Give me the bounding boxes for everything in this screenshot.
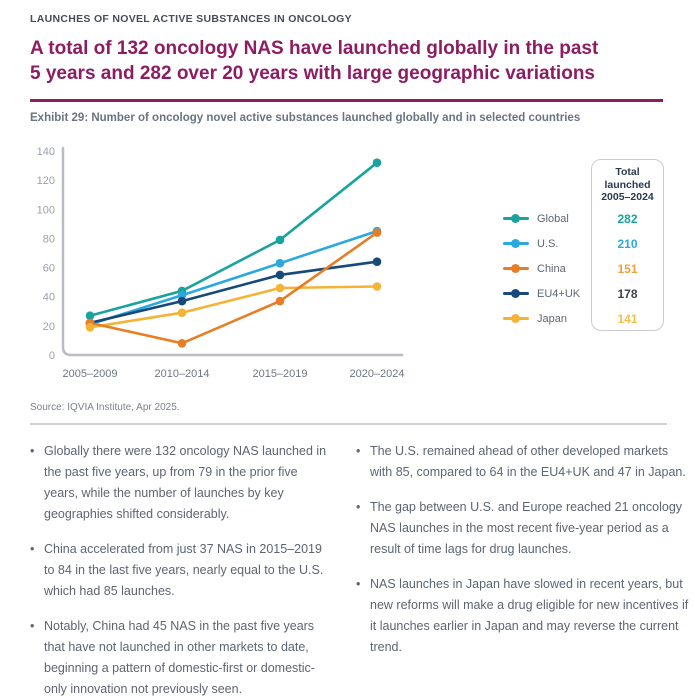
data-point-Global [85, 311, 95, 320]
chart-legend: Global U.S. China EU4+UK Japan [503, 206, 580, 331]
series-line-Japan [88, 285, 379, 329]
legend-line-dot-icon [503, 314, 529, 323]
legend-label: Japan [537, 312, 567, 325]
legend-label: China [537, 262, 566, 275]
section-divider [30, 423, 667, 425]
bullet-icon: • [30, 444, 35, 458]
x-axis-tick-label: 2010–2014 [154, 368, 209, 380]
data-point-Japan [85, 323, 95, 332]
source-note: Source: IQVIA Institute, Apr 2025. [30, 402, 180, 413]
title-divider [30, 99, 663, 102]
bullet-icon: • [30, 619, 35, 633]
bullet-icon: • [30, 542, 35, 556]
y-axis-tick-label: 100 [37, 204, 55, 216]
legend-line-dot-icon [503, 264, 529, 273]
total-launched-value: 210 [617, 236, 638, 251]
axis-line [61, 146, 404, 357]
y-axis-tick-label: 0 [49, 350, 55, 362]
data-point-EU4+UK [275, 270, 285, 280]
y-axis-tick-label: 140 [37, 146, 55, 158]
bullet-column-left: • Globally there were 132 oncology NAS la… [30, 441, 333, 700]
legend-item: China [503, 256, 580, 281]
y-axis-tick-label: 120 [37, 175, 55, 187]
data-point-Global [372, 158, 382, 167]
legend-item: EU4+UK [503, 281, 580, 306]
line-chart: 0 20 40 60 80 100 120 140 2005–2009 2010–2014 2015… [0, 138, 695, 390]
y-axis-tick-label: 20 [43, 321, 55, 333]
chart-plot: 0 20 40 60 80 100 120 140 2005–2009 2010–2014 2015… [37, 146, 405, 380]
bullet-item: • Globally there were 132 oncology NAS la… [30, 441, 333, 525]
x-axis-tick-label: 2015–2019 [252, 368, 307, 380]
data-point-China [275, 296, 285, 306]
bullet-icon: • [356, 444, 361, 458]
series-line-EU4+UK [88, 260, 379, 325]
data-point-Japan [275, 283, 285, 293]
y-axis-tick-label: 80 [43, 233, 55, 245]
bullet-icon: • [356, 577, 361, 591]
data-point-Global [275, 235, 285, 245]
total-launched-value: 141 [617, 311, 638, 326]
bullet-item: • NAS launches in Japan have slowed in re… [356, 574, 690, 658]
bullet-item: • Notably, China had 45 NAS in the past f… [30, 616, 333, 700]
total-launched-value: 282 [617, 211, 638, 226]
page-title: A total of 132 oncology NAS have launche… [30, 36, 670, 86]
page-title-line-2: 5 years and 282 over 20 years with large… [30, 63, 595, 84]
key-findings: • Globally there were 132 oncology NAS la… [30, 441, 690, 700]
data-point-Japan [177, 308, 187, 317]
series-line-China [88, 231, 379, 345]
legend-line-dot-icon [503, 289, 529, 298]
bullet-icon: • [356, 500, 361, 514]
y-axis-tick-label: 40 [43, 292, 55, 304]
page-title-line-1: A total of 132 oncology NAS have launche… [30, 38, 599, 59]
bullet-text: The U.S. remained ahead of other develop… [370, 444, 686, 479]
bullet-text: Notably, China had 45 NAS in the past fi… [44, 619, 315, 696]
data-point-U.S. [275, 258, 285, 268]
totals-box: Total launched 2005–2024 282 210 151 178 141 [591, 159, 664, 331]
legend-item: Global [503, 206, 580, 231]
totals-values: 282 210 151 178 141 [592, 207, 663, 332]
bullet-item: • The U.S. remained ahead of other develo… [356, 441, 690, 483]
series-line-Global [88, 161, 379, 317]
data-point-China [372, 228, 382, 237]
bullet-text: The gap between U.S. and Europe reached … [370, 500, 683, 556]
bullet-text: China accelerated from just 37 NAS in 20… [44, 542, 324, 598]
bullet-text: Globally there were 132 oncology NAS lau… [44, 444, 327, 521]
bullet-item: • China accelerated from just 37 NAS in 2… [30, 539, 333, 602]
bullet-column-right: • The U.S. remained ahead of other develo… [356, 441, 690, 700]
legend-item: Japan [503, 306, 580, 331]
data-point-EU4+UK [177, 296, 187, 306]
data-point-EU4+UK [372, 257, 382, 266]
y-axis-tick-label: 60 [43, 263, 55, 275]
x-axis-tick-label: 2020–2024 [349, 368, 404, 380]
bullet-item: • The gap between U.S. and Europe reached… [356, 497, 690, 560]
legend-label: Global [537, 212, 569, 225]
total-launched-value: 178 [617, 286, 638, 301]
legend-label: U.S. [537, 237, 559, 250]
section-kicker: LAUNCHES OF NOVEL ACTIVE SUBSTANCES IN O… [30, 13, 352, 25]
data-point-Japan [372, 282, 382, 291]
exhibit-caption: Exhibit 29: Number of oncology novel act… [30, 112, 581, 124]
total-launched-value: 151 [617, 261, 638, 276]
legend-item: U.S. [503, 231, 580, 256]
bullet-text: NAS launches in Japan have slowed in rec… [370, 577, 689, 654]
x-axis-tick-label: 2005–2009 [62, 368, 117, 380]
totals-box-title: Total launched 2005–2024 [601, 166, 654, 203]
legend-line-dot-icon [503, 214, 529, 223]
legend-line-dot-icon [503, 239, 529, 248]
data-point-China [177, 339, 187, 348]
legend-label: EU4+UK [537, 287, 581, 300]
series-line-U.S. [88, 229, 379, 326]
